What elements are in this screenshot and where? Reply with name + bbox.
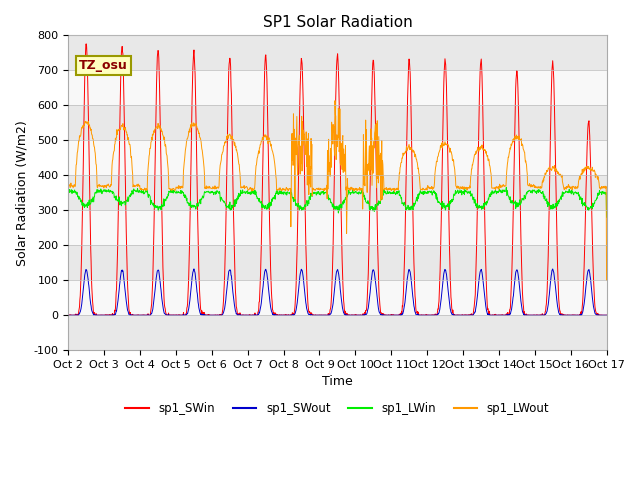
sp1_SWin (421, 312, 429, 318)
sp1_LWout (603, 277, 611, 283)
sp1_LWout (171, 188, 179, 193)
sp1_LWin (603, 215, 611, 220)
Line: sp1_SWin: sp1_SWin (68, 44, 607, 315)
sp1_SWout (184, 309, 192, 315)
sp1_LWout (244, 187, 252, 193)
Bar (68, 36, 607, 70)
sp1_LWout (65, 182, 72, 188)
sp1_SWin (539, 312, 547, 318)
Legend: sp1_SWin, sp1_SWout, sp1_LWin, sp1_LWout: sp1_SWin, sp1_SWout, sp1_LWin, sp1_LWout (121, 397, 554, 420)
sp1_SWin (184, 283, 192, 288)
sp1_SWin (603, 312, 611, 318)
Bar (68, 70, 607, 105)
X-axis label: Time: Time (322, 375, 353, 388)
sp1_LWin (171, 189, 179, 194)
Line: sp1_SWout: sp1_SWout (68, 269, 607, 315)
sp1_SWout (539, 312, 547, 318)
sp1_SWout (244, 312, 252, 318)
sp1_SWout (65, 312, 72, 318)
sp1_LWin (421, 188, 429, 194)
sp1_LWin (244, 190, 252, 196)
Bar (68, 175, 607, 210)
Bar (68, 140, 607, 175)
sp1_SWout (421, 312, 429, 318)
sp1_LWout (421, 187, 429, 192)
Line: sp1_LWout: sp1_LWout (68, 101, 607, 280)
sp1_LWin (539, 189, 547, 194)
sp1_LWin (184, 200, 192, 205)
Bar (68, 280, 607, 315)
sp1_LWout (539, 180, 547, 185)
Text: TZ_osu: TZ_osu (79, 59, 128, 72)
sp1_SWout (171, 312, 179, 318)
sp1_LWin (492, 188, 499, 193)
Bar (68, 245, 607, 280)
sp1_LWout (492, 187, 499, 192)
sp1_SWout (190, 266, 198, 272)
sp1_SWin (83, 41, 90, 47)
Bar (68, 105, 607, 140)
sp1_LWout (331, 98, 339, 104)
sp1_SWout (492, 312, 499, 318)
Y-axis label: Solar Radiation (W/m2): Solar Radiation (W/m2) (15, 120, 28, 265)
sp1_SWin (492, 312, 499, 317)
Title: SP1 Solar Radiation: SP1 Solar Radiation (262, 15, 412, 30)
sp1_SWin (244, 312, 252, 318)
sp1_SWin (172, 312, 179, 318)
sp1_LWin (502, 184, 510, 190)
Line: sp1_LWin: sp1_LWin (68, 187, 607, 217)
sp1_LWin (65, 189, 72, 194)
sp1_LWout (184, 134, 192, 140)
Bar (68, 210, 607, 245)
Bar (68, 315, 607, 350)
sp1_SWout (603, 312, 611, 318)
sp1_SWin (65, 312, 72, 318)
